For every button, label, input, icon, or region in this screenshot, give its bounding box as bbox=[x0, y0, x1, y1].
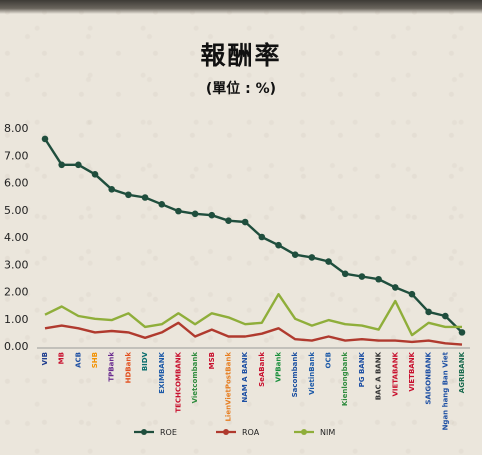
bank-label: OCB bbox=[325, 352, 333, 368]
bank-label: VIETBANK bbox=[408, 351, 416, 391]
roe-point bbox=[275, 241, 282, 249]
roe-point bbox=[208, 211, 216, 219]
roe-point bbox=[375, 275, 382, 283]
roe-point bbox=[141, 194, 149, 201]
bank-label: AGRIBANK bbox=[458, 351, 466, 393]
y-tick-label: 3.00 bbox=[4, 258, 29, 271]
y-tick-label: 0.00 bbox=[4, 340, 29, 353]
roe-point bbox=[325, 258, 332, 265]
y-tick-label: 7.00 bbox=[4, 149, 29, 162]
legend-marker bbox=[223, 429, 229, 435]
roe-point bbox=[258, 233, 266, 241]
roe-point bbox=[75, 161, 82, 169]
roe-point bbox=[291, 251, 299, 259]
roe-point bbox=[341, 270, 349, 278]
bank-label: Sacombank bbox=[291, 352, 299, 398]
y-tick-label: 5.00 bbox=[4, 204, 29, 217]
roe-point bbox=[58, 161, 65, 169]
roe-point bbox=[308, 254, 316, 261]
roe-point bbox=[408, 290, 416, 298]
roe-point bbox=[442, 312, 449, 320]
roe-point bbox=[458, 329, 466, 336]
bank-label: MSB bbox=[208, 352, 216, 369]
series-line-nim bbox=[44, 293, 462, 337]
bank-label: VIB bbox=[41, 352, 49, 365]
bank-label: SHB bbox=[91, 352, 99, 368]
bank-label: VIETABANK bbox=[391, 351, 399, 396]
roe-point bbox=[191, 210, 199, 218]
y-tick-label: 1.00 bbox=[4, 313, 29, 326]
legend-marker bbox=[301, 429, 307, 435]
bank-label: ACB bbox=[74, 352, 82, 368]
bank-label: Kienlongbank bbox=[341, 352, 349, 406]
bank-label: VietinBank bbox=[308, 352, 316, 395]
chart-subtitle: (單位 : %) bbox=[205, 81, 277, 97]
roe-point bbox=[425, 308, 432, 316]
roe-point bbox=[41, 135, 49, 143]
roe-point bbox=[91, 171, 99, 178]
legend-item-nim: NIM bbox=[294, 428, 335, 437]
bank-label: MB bbox=[58, 352, 66, 364]
y-tick-label: 2.00 bbox=[4, 286, 29, 299]
bank-label: EXIMBANK bbox=[158, 351, 166, 393]
roe-point bbox=[108, 186, 116, 193]
bank-label: TPBank bbox=[108, 352, 116, 382]
bank-label: BIDV bbox=[141, 351, 149, 371]
bank-label: PG BANK bbox=[358, 351, 366, 387]
roe-point bbox=[391, 284, 399, 291]
bank-label: TECHCOMBANK bbox=[174, 351, 182, 412]
legend-label: ROA bbox=[242, 428, 260, 437]
chart-title: 報酬率 bbox=[200, 41, 282, 70]
bank-label: Vietcombank bbox=[191, 352, 199, 404]
bank-label: SAIGONBANK bbox=[425, 351, 433, 404]
bank-label: HDBank bbox=[124, 352, 132, 384]
y-tick-label: 8.00 bbox=[4, 122, 29, 135]
roe-point bbox=[241, 218, 249, 226]
legend-label: ROE bbox=[160, 428, 177, 437]
series-line-roa bbox=[44, 321, 463, 346]
bank-label: NAM A BANK bbox=[241, 351, 249, 402]
bank-label: LienVietPostBank bbox=[224, 352, 232, 422]
y-tick-label: 4.00 bbox=[4, 231, 29, 244]
legend-label: NIM bbox=[320, 428, 335, 437]
roe-point bbox=[175, 207, 182, 215]
bank-label: Ngan hang Ban Viet bbox=[441, 351, 449, 430]
roe-point bbox=[125, 191, 132, 199]
legend-item-roe: ROE bbox=[134, 428, 177, 437]
roe-point bbox=[225, 217, 232, 224]
roe-point bbox=[158, 201, 166, 208]
bank-label: SeABank bbox=[258, 352, 266, 387]
y-tick-label: 6.00 bbox=[4, 177, 29, 190]
roe-point bbox=[358, 273, 366, 280]
series-line-roe bbox=[43, 138, 463, 334]
top-dark-band bbox=[0, 0, 482, 14]
bank-label: BAC A BANK bbox=[375, 351, 383, 400]
bank-label: VPBank bbox=[275, 352, 283, 383]
legend-marker bbox=[141, 429, 147, 435]
legend-item-roa: ROA bbox=[216, 428, 260, 437]
